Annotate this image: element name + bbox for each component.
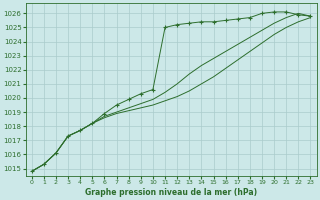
X-axis label: Graphe pression niveau de la mer (hPa): Graphe pression niveau de la mer (hPa) [85, 188, 257, 197]
